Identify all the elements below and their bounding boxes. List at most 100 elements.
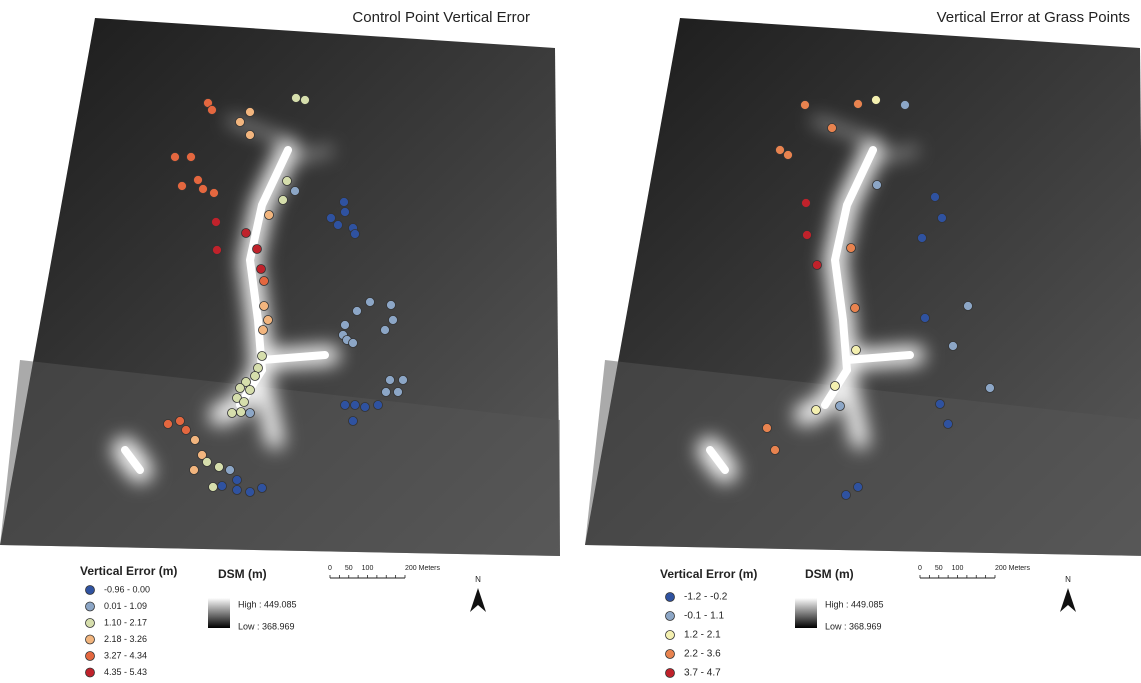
legend-label: 3.7 - 4.7: [684, 668, 721, 679]
control-point: [387, 301, 396, 310]
control-point: [283, 177, 292, 186]
control-point: [257, 265, 266, 274]
control-point: [176, 417, 185, 426]
control-point: [182, 426, 191, 435]
north-arrow: [1060, 588, 1076, 612]
control-point: [253, 245, 262, 254]
control-point: [366, 298, 375, 307]
control-point: [851, 304, 860, 313]
control-point: [341, 208, 350, 217]
dsm-map: [0, 18, 560, 556]
control-point: [854, 483, 863, 492]
dsm-map: [585, 18, 1141, 556]
control-point: [964, 302, 973, 311]
dsm-low: Low : 368.969: [238, 621, 295, 631]
control-point: [918, 234, 927, 243]
north-label: N: [1065, 575, 1071, 584]
control-point: [828, 124, 837, 133]
legend-label: 3.27 - 4.34: [104, 650, 147, 660]
control-point: [171, 153, 180, 162]
control-point: [938, 214, 947, 223]
control-point: [236, 384, 245, 393]
legend-label: -0.1 - 1.1: [684, 611, 724, 622]
dsm-title: DSM (m): [218, 567, 267, 581]
control-point: [260, 302, 269, 311]
control-point: [301, 96, 310, 105]
control-point: [353, 307, 362, 316]
control-point: [226, 466, 235, 475]
control-point: [389, 316, 398, 325]
control-point: [374, 401, 383, 410]
control-point: [836, 402, 845, 411]
control-point: [260, 277, 269, 286]
control-point: [763, 424, 772, 433]
control-point: [349, 417, 358, 426]
control-point: [801, 101, 810, 110]
control-point: [351, 401, 360, 410]
control-point: [327, 214, 336, 223]
scale-label: 200 Meters: [995, 565, 1031, 572]
panel-title: Control Point Vertical Error: [352, 9, 530, 26]
legend-label: -0.96 - 0.00: [104, 584, 150, 594]
control-point: [784, 151, 793, 160]
control-point: [246, 386, 255, 395]
scale-label: 50: [935, 565, 943, 572]
legend-swatch: [666, 631, 675, 640]
control-point: [246, 409, 255, 418]
scale-label: 100: [362, 565, 374, 572]
control-point: [986, 384, 995, 393]
scale-label: 200 Meters: [405, 565, 441, 572]
dsm-ramp: [795, 598, 817, 628]
control-point: [949, 342, 958, 351]
control-point: [341, 401, 350, 410]
control-point: [872, 96, 881, 105]
legend-label: 1.10 - 2.17: [104, 617, 147, 627]
legend-swatch: [86, 668, 95, 677]
control-point: [394, 388, 403, 397]
control-point: [194, 176, 203, 185]
control-point: [279, 196, 288, 205]
control-point: [215, 463, 224, 472]
legend-swatch: [86, 602, 95, 611]
control-point: [349, 339, 358, 348]
control-point: [236, 118, 245, 127]
control-point: [199, 185, 208, 194]
control-point: [191, 436, 200, 445]
control-point: [246, 108, 255, 117]
control-point: [218, 482, 227, 491]
panel-title: Vertical Error at Grass Points: [937, 9, 1130, 26]
dsm-high: High : 449.085: [238, 599, 297, 609]
scale-label: 0: [328, 565, 332, 572]
north-arrow: [470, 588, 486, 612]
control-point: [802, 199, 811, 208]
control-point: [852, 346, 861, 355]
control-point: [210, 189, 219, 198]
legend-swatch: [86, 652, 95, 661]
legend-swatch: [666, 650, 675, 659]
control-point: [209, 483, 218, 492]
control-point: [213, 246, 222, 255]
control-point: [265, 211, 274, 220]
control-point: [251, 372, 260, 381]
control-point: [776, 146, 785, 155]
control-point: [351, 230, 360, 239]
control-point: [258, 352, 267, 361]
control-point: [944, 420, 953, 429]
legend-swatch: [666, 612, 675, 621]
control-point: [771, 446, 780, 455]
control-point: [341, 321, 350, 330]
control-point: [292, 94, 301, 103]
control-point: [212, 218, 221, 227]
control-point: [233, 486, 242, 495]
control-point: [813, 261, 822, 270]
control-point: [233, 476, 242, 485]
legend-swatch: [666, 593, 675, 602]
control-point: [259, 326, 268, 335]
north-label: N: [475, 575, 481, 584]
scale-label: 0: [918, 565, 922, 572]
dsm-title: DSM (m): [805, 567, 854, 581]
control-point: [246, 131, 255, 140]
control-point: [187, 153, 196, 162]
control-point: [240, 398, 249, 407]
control-point: [203, 458, 212, 467]
